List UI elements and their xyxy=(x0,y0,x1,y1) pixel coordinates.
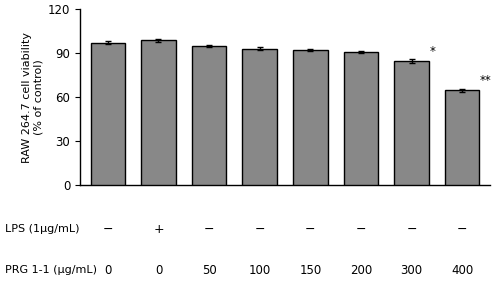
Text: PRG 1-1 (μg/mL): PRG 1-1 (μg/mL) xyxy=(5,265,97,275)
Bar xyxy=(192,46,226,185)
Text: 150: 150 xyxy=(299,264,322,277)
Bar xyxy=(293,50,328,185)
Text: −: − xyxy=(254,223,265,236)
Text: **: ** xyxy=(480,74,492,87)
Bar xyxy=(141,41,176,185)
Text: +: + xyxy=(153,223,164,236)
Text: −: − xyxy=(305,223,316,236)
Text: 0: 0 xyxy=(155,264,162,277)
Text: 200: 200 xyxy=(350,264,372,277)
Text: −: − xyxy=(457,223,468,236)
Bar xyxy=(445,91,480,185)
Text: 0: 0 xyxy=(104,264,112,277)
Text: −: − xyxy=(406,223,417,236)
Y-axis label: RAW 264.7 cell viability
(% of control): RAW 264.7 cell viability (% of control) xyxy=(22,31,44,163)
Bar xyxy=(344,52,378,185)
Text: −: − xyxy=(356,223,366,236)
Text: −: − xyxy=(204,223,214,236)
Bar xyxy=(242,49,277,185)
Text: 300: 300 xyxy=(400,264,422,277)
Text: 100: 100 xyxy=(248,264,271,277)
Text: LPS (1μg/mL): LPS (1μg/mL) xyxy=(5,224,80,234)
Text: 50: 50 xyxy=(202,264,216,277)
Text: *: * xyxy=(430,45,435,58)
Text: −: − xyxy=(102,223,113,236)
Bar xyxy=(90,43,125,185)
Bar xyxy=(394,61,429,185)
Text: 400: 400 xyxy=(451,264,473,277)
